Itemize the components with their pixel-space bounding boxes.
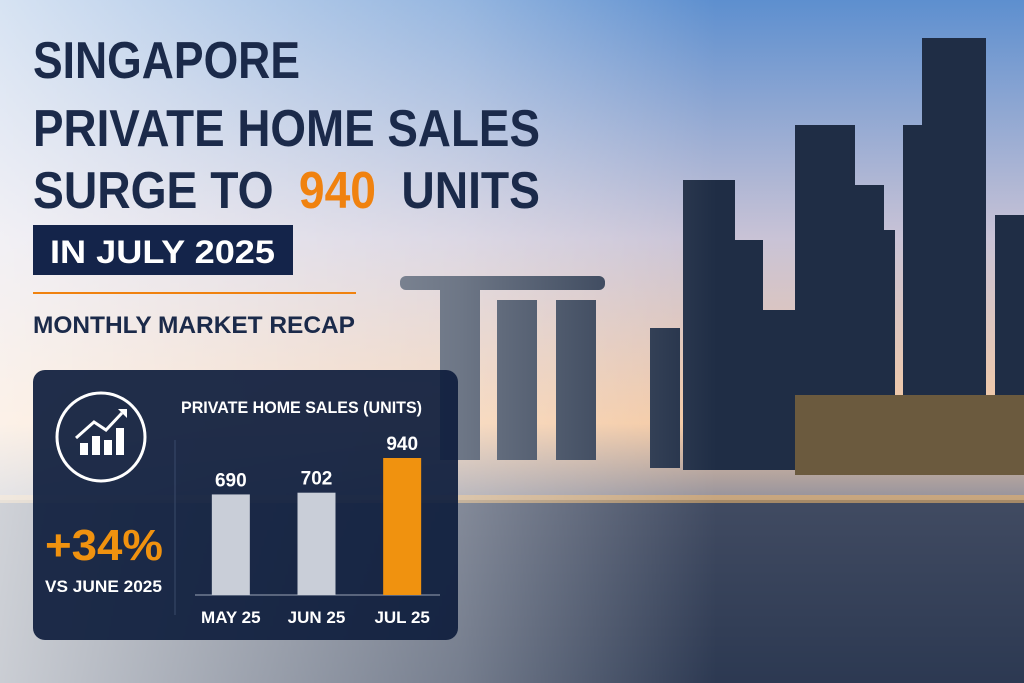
x-tick-label: JUL 25 <box>374 608 429 627</box>
headline-number: 940 <box>299 162 376 220</box>
headline-line: PRIVATE HOME SALES <box>33 100 540 158</box>
bar <box>383 458 422 595</box>
badge-text: IN JULY 2025 <box>50 234 275 270</box>
value-label: 940 <box>386 434 418 455</box>
bar-chart: 690 MAY 25 702 JUN 25 940 JUL 25 <box>195 434 440 627</box>
bar <box>297 492 336 595</box>
subtitle: MONTHLY MARKET RECAP <box>33 312 355 339</box>
stat-label: VS JUNE 2025 <box>45 577 162 596</box>
value-label: 690 <box>215 470 247 491</box>
bar <box>211 494 250 595</box>
value-label: 702 <box>301 469 333 490</box>
headline-text: UNITS <box>401 162 540 220</box>
growth-icon <box>75 409 127 455</box>
x-tick-label: JUN 25 <box>288 608 346 627</box>
badge <box>33 225 293 275</box>
headline-line: SINGAPORE <box>33 32 300 90</box>
x-tick-label: MAY 25 <box>201 608 261 627</box>
icon-circle <box>55 391 147 483</box>
stat-change: +34% <box>45 521 163 570</box>
headline-text: SURGE TO <box>33 162 274 220</box>
chart-title: PRIVATE HOME SALES (UNITS) <box>181 398 422 417</box>
headline-line: SURGE TO 940 UNITS <box>33 162 540 220</box>
